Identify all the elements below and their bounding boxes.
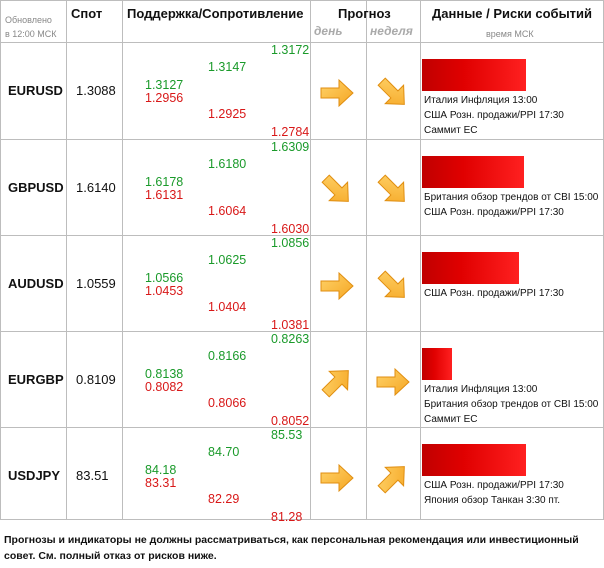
- forecast-day-arrow-icon: [317, 458, 357, 498]
- updated-label: Обновлено: [5, 15, 52, 25]
- event-item: США Розн. продажи/PPI 17:30: [424, 480, 564, 491]
- event-item: Саммит ЕС: [424, 414, 478, 425]
- table-row: EURUSD 1.3088 1.3127 1.2956 1.3147 1.2925 1.31…: [0, 43, 604, 139]
- table-row: AUDUSD 1.0559 1.0566 1.0453 1.0625 1.0404 1.08…: [0, 236, 604, 332]
- level-1-resistance: 84.18: [145, 463, 177, 477]
- level-3-support: 0.8052: [271, 414, 310, 428]
- level-2-resistance: 84.70: [208, 445, 240, 459]
- level-1-resistance: 1.3127: [145, 78, 184, 92]
- updated-time: в 12:00 МСК: [5, 29, 57, 39]
- events-subheader: время МСК: [486, 29, 534, 39]
- event-item: США Розн. продажи/PPI 17:30: [424, 207, 564, 218]
- spot-price: 1.6140: [76, 180, 116, 195]
- level-1-support: 83.31: [145, 476, 177, 490]
- level-3-resistance: 85.53: [271, 428, 303, 442]
- level-3-resistance: 1.3172: [271, 43, 310, 57]
- forecast-day-arrow-icon: [317, 266, 357, 306]
- level-2-support: 1.6064: [208, 204, 247, 218]
- level-2-support: 82.29: [208, 492, 240, 506]
- forecast-day-arrow-icon: [309, 162, 366, 219]
- disclaimer-line-1: Прогнозы и индикаторы не должны рассматр…: [4, 534, 579, 546]
- event-risk-bar: [422, 348, 452, 380]
- currency-pair: EURGBP: [8, 372, 64, 387]
- table-row: USDJPY 83.51 84.18 83.31 84.70 82.29 85.53 81.2…: [0, 428, 604, 524]
- disclaimer: Прогнозы и индикаторы не должны рассматр…: [4, 532, 602, 564]
- event-item: США Розн. продажи/PPI 17:30: [424, 288, 564, 299]
- level-3-support: 1.2784: [271, 125, 310, 139]
- event-item: Италия Инфляция 13:00: [424, 384, 538, 395]
- table-row: GBPUSD 1.6140 1.6178 1.6131 1.6180 1.6064 1.63…: [0, 140, 604, 236]
- event-item: Британия обзор трендов от CBI 15:00: [424, 192, 599, 203]
- spot-price: 83.51: [76, 468, 109, 483]
- support-resistance-header: Поддержка/Сопротивление: [127, 6, 304, 21]
- level-2-resistance: 0.8166: [208, 349, 247, 363]
- level-1-support: 1.2956: [145, 91, 184, 105]
- spot-header: Спот: [71, 6, 103, 21]
- level-2-support: 1.2925: [208, 107, 247, 121]
- spot-price: 0.8109: [76, 372, 116, 387]
- currency-pair: AUDUSD: [8, 276, 64, 291]
- currency-pair: EURUSD: [8, 83, 63, 98]
- currency-pair: GBPUSD: [8, 180, 64, 195]
- level-1-resistance: 1.6178: [145, 175, 184, 189]
- level-2-resistance: 1.0625: [208, 253, 247, 267]
- level-3-resistance: 0.8263: [271, 332, 310, 346]
- forecast-week-arrow-icon: [365, 450, 422, 507]
- level-3-support: 1.6030: [271, 222, 310, 236]
- disclaimer-line-2: совет. См. полный отказ от рисков ниже.: [4, 550, 217, 562]
- level-2-support: 1.0404: [208, 300, 247, 314]
- event-risk-bar: [422, 444, 526, 476]
- level-3-resistance: 1.6309: [271, 140, 310, 154]
- level-3-support: 81.28: [271, 510, 303, 524]
- forecast-day-header: день: [314, 24, 343, 38]
- level-2-support: 0.8066: [208, 396, 247, 410]
- table-row: EURGBP 0.8109 0.8138 0.8082 0.8166 0.8066 0.82…: [0, 332, 604, 428]
- event-item: Италия Инфляция 13:00: [424, 95, 538, 106]
- spot-price: 1.0559: [76, 276, 116, 291]
- event-item: Саммит ЕС: [424, 125, 478, 136]
- event-item: Япония обзор Танкан 3:30 пт.: [424, 495, 561, 506]
- level-3-resistance: 1.0856: [271, 236, 310, 250]
- level-1-support: 0.8082: [145, 380, 184, 394]
- forecast-week-arrow-icon: [373, 362, 413, 402]
- forecast-day-arrow-icon: [317, 73, 357, 113]
- level-2-resistance: 1.6180: [208, 157, 247, 171]
- event-item: США Розн. продажи/PPI 17:30: [424, 110, 564, 121]
- level-3-support: 1.0381: [271, 318, 310, 332]
- spot-price: 1.3088: [76, 83, 116, 98]
- forecast-header: Прогноз: [338, 6, 391, 21]
- event-risk-bar: [422, 252, 519, 284]
- forecast-week-arrow-icon: [365, 65, 422, 122]
- event-risk-bar: [422, 59, 526, 91]
- level-1-resistance: 1.0566: [145, 271, 184, 285]
- forecast-week-arrow-icon: [365, 162, 422, 219]
- currency-pair: USDJPY: [8, 468, 61, 483]
- level-2-resistance: 1.3147: [208, 60, 247, 74]
- event-item: Британия обзор трендов от CBI 15:00: [424, 399, 599, 410]
- forecast-day-arrow-icon: [309, 354, 366, 411]
- event-risk-bar: [422, 156, 524, 188]
- level-1-support: 1.0453: [145, 284, 184, 298]
- level-1-support: 1.6131: [145, 188, 184, 202]
- level-1-resistance: 0.8138: [145, 367, 184, 381]
- forecast-week-arrow-icon: [365, 258, 422, 315]
- forecast-week-header: неделя: [370, 24, 413, 38]
- events-header: Данные / Риски событий: [432, 6, 593, 21]
